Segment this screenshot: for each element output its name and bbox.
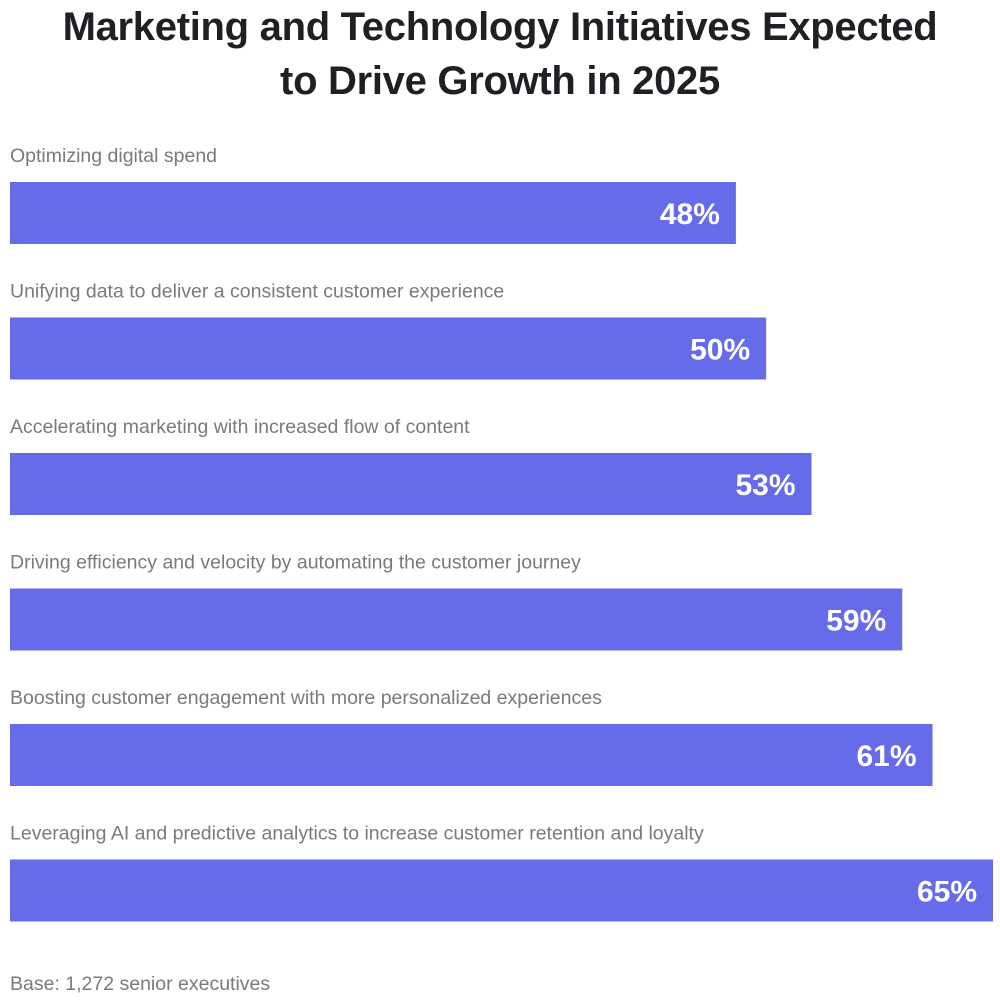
bar <box>10 317 767 380</box>
bar <box>10 588 903 651</box>
chart-footnote: Base: 1,272 senior executives <box>10 973 271 995</box>
category-label: Optimizing digital spend <box>10 145 217 167</box>
category-label: Accelerating marketing with increased fl… <box>10 416 470 438</box>
chart-title: Marketing and Technology Initiatives Exp… <box>0 0 1000 108</box>
category-label: Driving efficiency and velocity by autom… <box>10 552 581 574</box>
chart-title-line-1: Marketing and Technology Initiatives Exp… <box>62 5 938 49</box>
bar <box>10 859 993 922</box>
chart-title-line-2: to Drive Growth in 2025 <box>280 59 720 103</box>
bar-value-label: 48% <box>660 198 720 231</box>
bar-value-label: 61% <box>856 740 916 773</box>
bar-value-label: 53% <box>735 469 795 502</box>
bar <box>10 724 933 786</box>
category-label: Boosting customer engagement with more p… <box>10 687 602 709</box>
category-label: Leveraging AI and predictive analytics t… <box>10 823 704 845</box>
bar-value-label: 65% <box>917 876 977 909</box>
bar-value-label: 50% <box>690 334 750 367</box>
bar <box>10 182 736 244</box>
bar-value-label: 59% <box>826 605 886 638</box>
bar <box>10 453 812 515</box>
category-label: Unifying data to deliver a consistent cu… <box>10 281 504 303</box>
